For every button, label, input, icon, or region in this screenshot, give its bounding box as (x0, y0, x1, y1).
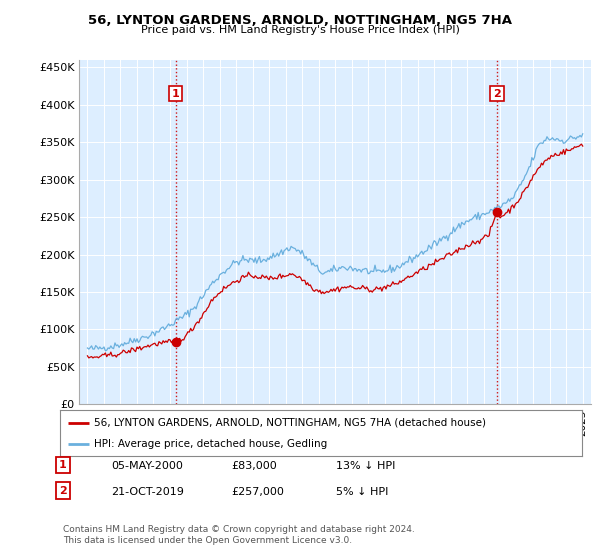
Text: 1: 1 (172, 88, 179, 99)
Text: 56, LYNTON GARDENS, ARNOLD, NOTTINGHAM, NG5 7HA: 56, LYNTON GARDENS, ARNOLD, NOTTINGHAM, … (88, 14, 512, 27)
Text: HPI: Average price, detached house, Gedling: HPI: Average price, detached house, Gedl… (94, 439, 327, 449)
Text: 05-MAY-2000: 05-MAY-2000 (111, 461, 183, 471)
Text: 13% ↓ HPI: 13% ↓ HPI (336, 461, 395, 471)
Text: 56, LYNTON GARDENS, ARNOLD, NOTTINGHAM, NG5 7HA (detached house): 56, LYNTON GARDENS, ARNOLD, NOTTINGHAM, … (94, 418, 486, 428)
Text: 5% ↓ HPI: 5% ↓ HPI (336, 487, 388, 497)
Text: Contains HM Land Registry data © Crown copyright and database right 2024.
This d: Contains HM Land Registry data © Crown c… (63, 525, 415, 545)
Text: 21-OCT-2019: 21-OCT-2019 (111, 487, 184, 497)
Text: £257,000: £257,000 (231, 487, 284, 497)
Text: 1: 1 (59, 460, 67, 470)
Text: £83,000: £83,000 (231, 461, 277, 471)
Text: 2: 2 (493, 88, 501, 99)
Text: 2: 2 (59, 486, 67, 496)
Text: Price paid vs. HM Land Registry's House Price Index (HPI): Price paid vs. HM Land Registry's House … (140, 25, 460, 35)
